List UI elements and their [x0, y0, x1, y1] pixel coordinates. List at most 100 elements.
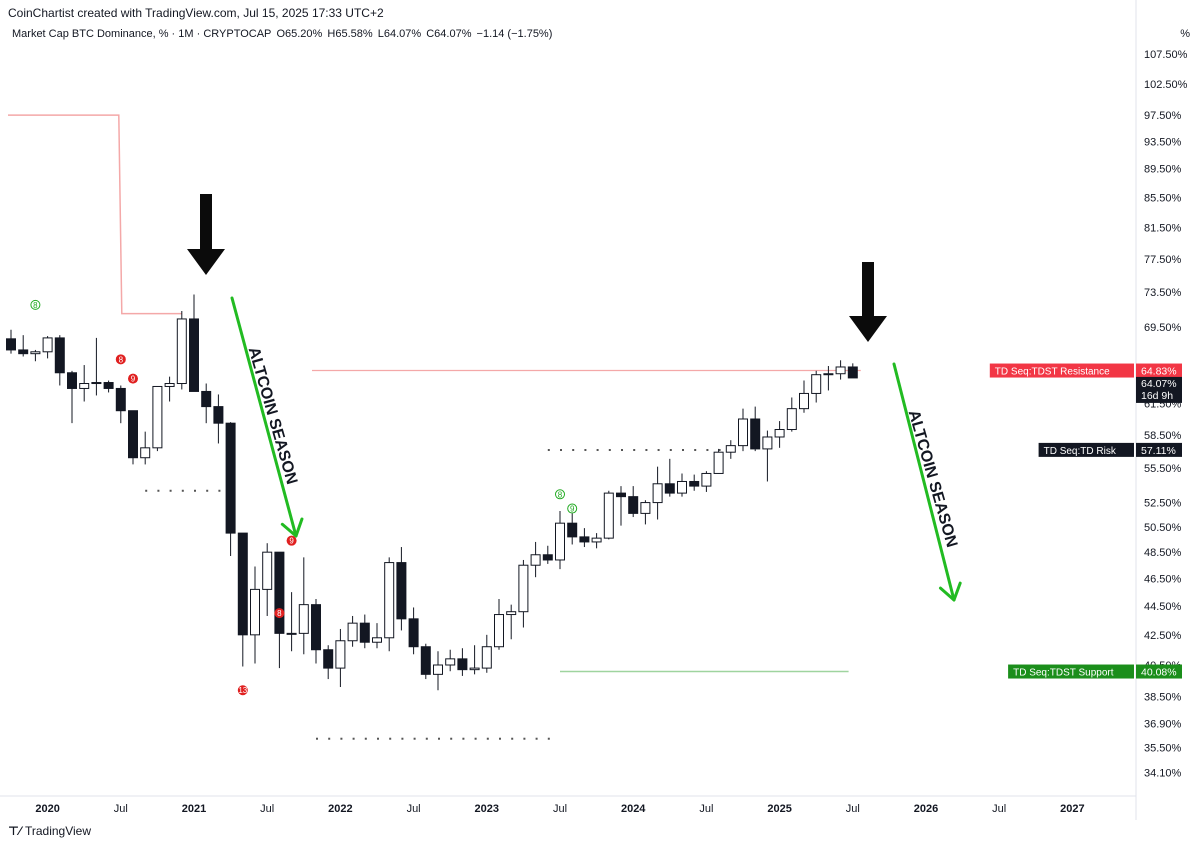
price-tick-label: 36.90%: [1144, 718, 1182, 730]
candle-body: [628, 496, 639, 514]
legend-symbol[interactable]: Market Cap BTC Dominance, % · 1M · CRYPT…: [12, 28, 272, 40]
td-risk-dot: [401, 737, 404, 740]
annotation-arrows: [187, 194, 962, 602]
candle-body: [140, 447, 151, 459]
current-price-bg: [1136, 376, 1182, 403]
candle-body: [652, 483, 663, 504]
candle-body: [420, 646, 431, 675]
resistance-tag-label: TD Seq:TDST Resistance: [995, 367, 1110, 378]
price-tick-label: 102.50%: [1144, 79, 1188, 91]
risk-tag-label: TD Seq:TD Risk: [1044, 446, 1117, 457]
price-tick-label: 77.50%: [1144, 254, 1182, 266]
td-count-circle: [274, 608, 285, 619]
candle-body: [152, 385, 163, 449]
td-risk-dot: [633, 449, 636, 452]
candle-body: [298, 604, 309, 634]
td-count-circle: [555, 489, 565, 500]
current-price-value: 64.07%: [1141, 378, 1177, 390]
footer: ⊤⁄ TradingView: [8, 824, 91, 838]
candle-body: [811, 374, 822, 394]
candle-body: [725, 445, 736, 453]
candle-body: [640, 502, 651, 514]
candles: [6, 294, 858, 691]
td-risk-dot: [218, 489, 221, 492]
price-tick-label: 73.50%: [1144, 287, 1182, 299]
risk-tag-label-bg: [1038, 442, 1134, 457]
td-risk-dot: [608, 449, 611, 452]
candle-body: [237, 532, 248, 636]
candle-body: [506, 611, 517, 616]
candle-body: [738, 418, 748, 447]
candle-body: [347, 622, 358, 642]
tradingview-brand[interactable]: TradingView: [24, 824, 92, 838]
candle-body: [616, 492, 626, 498]
legend-open: O65.20%: [276, 28, 323, 40]
td-risk-dot: [657, 449, 660, 452]
td-risk-dot: [316, 737, 318, 740]
td-risk-dot: [535, 737, 538, 740]
candle-body: [262, 551, 273, 590]
time-axis[interactable]: 2020 Jul 2021 Jul 2022 Jul 2023 Jul 2024 Jul 2025 J…: [35, 803, 1084, 815]
support-tag-value-bg: [1136, 664, 1182, 679]
td-risk-dot: [547, 449, 550, 452]
candle-body: [799, 392, 809, 410]
candle-body: [67, 372, 77, 389]
candle-body: [786, 408, 797, 431]
candle-body: [128, 410, 138, 459]
price-tick-label: 42.50%: [1144, 630, 1182, 642]
time-tick-label: Jul: [114, 803, 128, 815]
td-count-circle: [115, 354, 126, 365]
td-count-label: 8: [119, 355, 124, 364]
td-risk-dot: [706, 449, 709, 452]
candle-body: [408, 618, 419, 648]
td-risk-dot: [682, 449, 684, 452]
price-axis[interactable]: 107.50% 102.50% 97.50% 93.50% 89.50% 85.50% 81…: [1144, 49, 1188, 780]
td-risk-dot: [340, 737, 343, 740]
candle-body: [335, 640, 346, 669]
time-tick-label: Jul: [699, 803, 713, 815]
time-tick-label: 2027: [1060, 803, 1084, 815]
time-tick-label: Jul: [407, 803, 421, 815]
time-tick-label: Jul: [992, 803, 1006, 815]
td-count-label: 8: [558, 490, 563, 499]
candle-body: [823, 373, 834, 376]
support-tag-value: 40.08%: [1141, 667, 1177, 679]
candle-body: [42, 337, 53, 353]
td-risk-dot: [389, 737, 392, 740]
td-count-label: 9: [570, 505, 575, 514]
price-tick-label: 34.10%: [1144, 768, 1182, 780]
td-risk-dot: [547, 737, 550, 740]
price-tick-label: 85.50%: [1144, 192, 1182, 204]
candle-body: [433, 664, 443, 675]
arrowhead-icon: [938, 581, 962, 602]
price-tick-label: 38.50%: [1144, 692, 1182, 704]
td-count-circle: [30, 299, 41, 310]
td-count-label: 8: [277, 609, 282, 618]
td-risk-dot: [621, 449, 623, 452]
candle-body: [323, 649, 334, 669]
resistance-tag-value-bg: [1136, 363, 1182, 378]
td-count-circle: [286, 535, 297, 546]
td-risk-dot: [474, 737, 477, 740]
green-trend-arrow-left: [230, 296, 298, 538]
candle-body: [176, 318, 187, 385]
resistance-tag-label-bg: [989, 363, 1134, 378]
risk-tag-value: 57.11%: [1141, 445, 1176, 457]
td-count-label: 8: [33, 301, 38, 310]
td-risk-dot: [425, 737, 428, 740]
candle-body: [481, 646, 492, 669]
td-risk-dot: [169, 489, 172, 492]
price-tick-label: 97.50%: [1144, 110, 1182, 122]
td-risk-dot: [669, 449, 672, 452]
td-risk-dot: [181, 489, 184, 492]
candle-body: [713, 451, 724, 474]
candle-body: [115, 387, 126, 412]
td-risk-dot: [462, 737, 465, 740]
td-risk-dot: [572, 449, 575, 452]
candle-body: [774, 429, 785, 438]
td-risk-dot: [694, 449, 697, 452]
candle-body: [54, 337, 65, 374]
risk-tag-value-bg: [1136, 442, 1182, 457]
time-tick-label: Jul: [553, 803, 567, 815]
